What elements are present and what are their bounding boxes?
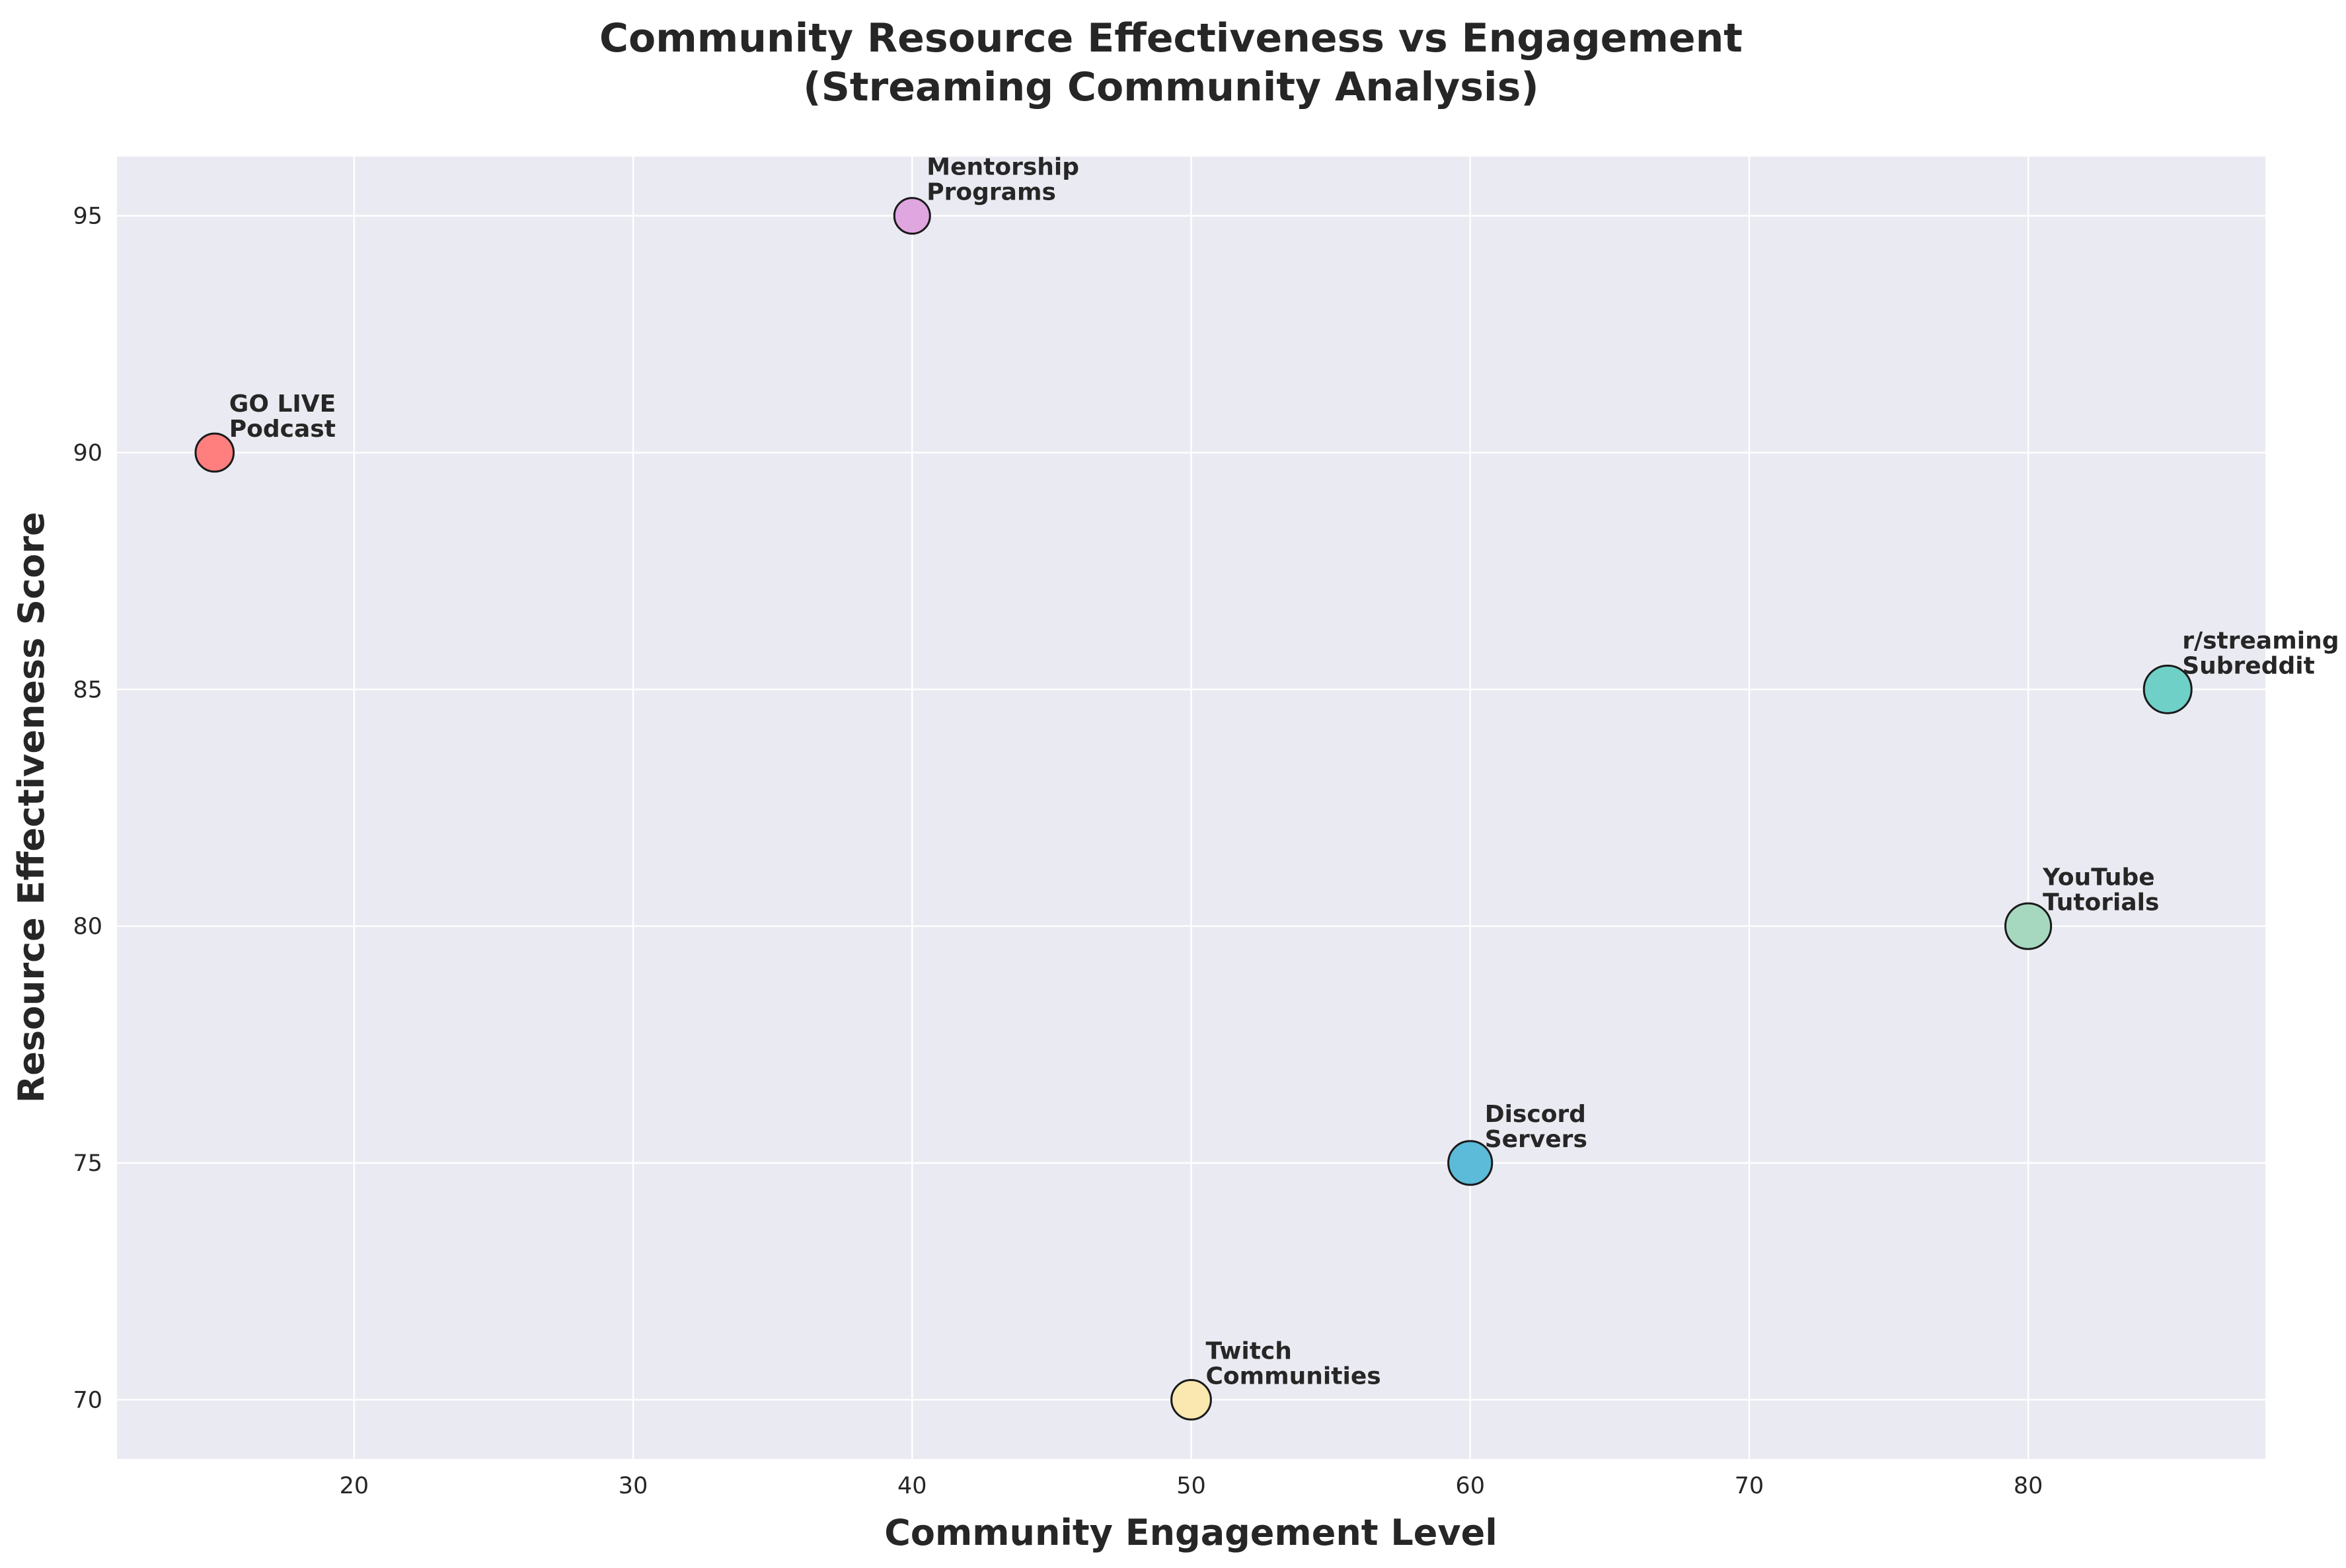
x-tick-label: 20: [340, 1473, 369, 1499]
x-tick-label: 40: [897, 1473, 927, 1499]
data-point-label: YouTube Tutorials: [2042, 864, 2159, 916]
y-tick-label: 85: [73, 677, 102, 703]
y-tick-label: 95: [73, 204, 102, 230]
data-point: [1447, 1140, 1494, 1186]
data-point: [893, 197, 931, 235]
y-tick-label: 75: [73, 1150, 102, 1177]
grid: [117, 157, 2265, 1459]
data-point: [2004, 902, 2053, 950]
data-point-label: Mentorship Programs: [927, 154, 1079, 206]
axis-ticks: 20 30 40 50 60 70 80 70 75 80 85 90 95: [73, 204, 2043, 1499]
chart-title-line-2: (Streaming Community Analysis): [803, 64, 1538, 110]
data-point: [1170, 1379, 1212, 1421]
data-point-label: GO LIVE Podcast: [229, 391, 336, 443]
x-tick-label: 50: [1176, 1473, 1206, 1499]
data-point-label: Discord Servers: [1485, 1101, 1587, 1153]
y-tick-label: 80: [73, 914, 102, 940]
chart-title-line-1: Community Resource Effectiveness vs Enga…: [599, 15, 1743, 61]
y-axis-label: Resource Effectiveness Score: [11, 512, 52, 1103]
point-labels: GO LIVE Podcast r/streaming Subreddit Discor…: [229, 154, 2339, 1390]
chart-title: Community Resource Effectiveness vs Enga…: [599, 15, 1743, 110]
x-tick-label: 30: [619, 1473, 648, 1499]
data-point: [194, 432, 235, 473]
x-tick-label: 60: [1455, 1473, 1485, 1499]
y-tick-label: 70: [73, 1387, 102, 1413]
x-tick-label: 70: [1735, 1473, 1764, 1499]
data-point: [2142, 664, 2193, 714]
x-tick-label: 80: [2014, 1473, 2043, 1499]
data-point-label: Twitch Communities: [1206, 1337, 1381, 1390]
data-point-label: r/streaming Subreddit: [2182, 627, 2339, 679]
y-tick-label: 90: [73, 440, 102, 467]
x-axis-label: Community Engagement Level: [884, 1512, 1497, 1553]
data-points: [194, 197, 2193, 1421]
